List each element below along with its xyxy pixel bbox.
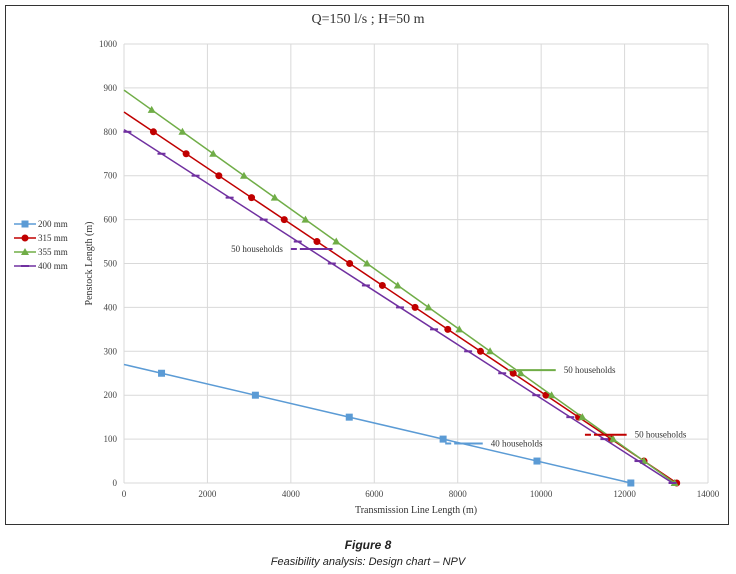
data-point-355mm bbox=[578, 413, 587, 421]
x-axis-label: Transmission Line Length (m) bbox=[355, 505, 477, 516]
data-point-315mm bbox=[248, 194, 256, 202]
y-tick-label: 1000 bbox=[99, 39, 118, 49]
data-point-355mm bbox=[363, 259, 372, 267]
y-tick-label: 300 bbox=[104, 346, 118, 356]
series-line-400mm bbox=[123, 128, 673, 484]
figure-subtitle: Feasibility analysis: Design chart – NPV bbox=[270, 556, 466, 568]
data-point-200mm bbox=[439, 435, 447, 443]
data-point-315mm bbox=[182, 150, 190, 158]
data-point-355mm bbox=[609, 435, 618, 443]
legend-label-315mm: 315 mm bbox=[38, 233, 68, 243]
legend-label-355mm: 355 mm bbox=[38, 247, 68, 257]
data-point-355mm bbox=[178, 127, 187, 135]
x-tick-label: 12000 bbox=[613, 489, 636, 499]
x-tick-label: 14000 bbox=[697, 489, 720, 499]
y-tick-label: 800 bbox=[104, 127, 118, 137]
data-point-315mm bbox=[444, 325, 452, 333]
data-point-315mm bbox=[378, 281, 386, 289]
y-tick-label: 100 bbox=[104, 434, 118, 444]
data-point-355mm bbox=[639, 457, 648, 465]
data-point-355mm bbox=[239, 171, 248, 179]
data-point-355mm bbox=[270, 193, 279, 201]
y-tick-label: 600 bbox=[104, 215, 118, 225]
legend-marker-200mm bbox=[21, 220, 29, 228]
data-point-355mm bbox=[301, 215, 310, 223]
data-point-355mm bbox=[332, 237, 341, 245]
annotation-label: 50 households bbox=[635, 430, 687, 440]
data-point-315mm bbox=[149, 128, 157, 136]
data-point-315mm bbox=[542, 391, 550, 399]
y-tick-label: 0 bbox=[113, 478, 118, 488]
data-point-200mm bbox=[251, 391, 259, 399]
data-point-315mm bbox=[215, 172, 223, 180]
data-point-355mm bbox=[486, 347, 495, 355]
data-point-200mm bbox=[627, 479, 635, 487]
data-point-315mm bbox=[509, 369, 517, 377]
chart-frame bbox=[5, 5, 729, 525]
data-point-355mm bbox=[147, 105, 156, 113]
data-point-355mm bbox=[424, 303, 433, 311]
data-point-355mm bbox=[393, 281, 402, 289]
figure-label: Figure 8 bbox=[344, 538, 392, 552]
legend-marker-315mm bbox=[21, 234, 29, 242]
y-axis-label: Penstock Length (m) bbox=[84, 222, 95, 306]
legend-label-200mm: 200 mm bbox=[38, 219, 68, 229]
data-point-355mm bbox=[455, 325, 464, 333]
data-point-315mm bbox=[280, 216, 288, 224]
data-point-355mm bbox=[209, 149, 218, 157]
x-tick-label: 0 bbox=[122, 489, 127, 499]
series-line-200mm bbox=[123, 363, 631, 484]
annotation-label: 50 households bbox=[564, 365, 616, 375]
chart-title: Q=150 l/s ; H=50 m bbox=[311, 12, 424, 27]
y-tick-label: 700 bbox=[104, 171, 118, 181]
x-tick-label: 6000 bbox=[365, 489, 384, 499]
y-tick-label: 500 bbox=[104, 259, 118, 269]
x-tick-label: 8000 bbox=[449, 489, 468, 499]
data-point-315mm bbox=[313, 238, 321, 246]
y-tick-label: 200 bbox=[104, 390, 118, 400]
data-point-315mm bbox=[346, 260, 354, 267]
y-tick-label: 400 bbox=[104, 302, 118, 312]
legend-marker-355mm bbox=[21, 248, 29, 255]
npv-design-chart: Q=150 l/s ; H=50 m 0 100 200 300 400 500 600 700… bbox=[14, 12, 720, 516]
legend-label-400mm: 400 mm bbox=[38, 261, 68, 271]
x-tick-label: 2000 bbox=[198, 489, 217, 499]
data-point-315mm bbox=[411, 303, 419, 311]
y-tick-label: 900 bbox=[104, 83, 118, 93]
data-point-200mm bbox=[533, 457, 541, 465]
annotation-label: 40 households bbox=[491, 438, 543, 448]
data-point-355mm bbox=[547, 391, 556, 399]
x-tick-label: 10000 bbox=[530, 489, 553, 499]
annotation-label: 50 households bbox=[231, 244, 283, 254]
data-point-200mm bbox=[345, 413, 353, 421]
x-tick-label: 4000 bbox=[282, 489, 301, 499]
data-point-200mm bbox=[158, 369, 166, 377]
data-point-315mm bbox=[476, 347, 484, 355]
series-line-315mm bbox=[123, 111, 678, 484]
data-point-355mm bbox=[516, 369, 525, 377]
